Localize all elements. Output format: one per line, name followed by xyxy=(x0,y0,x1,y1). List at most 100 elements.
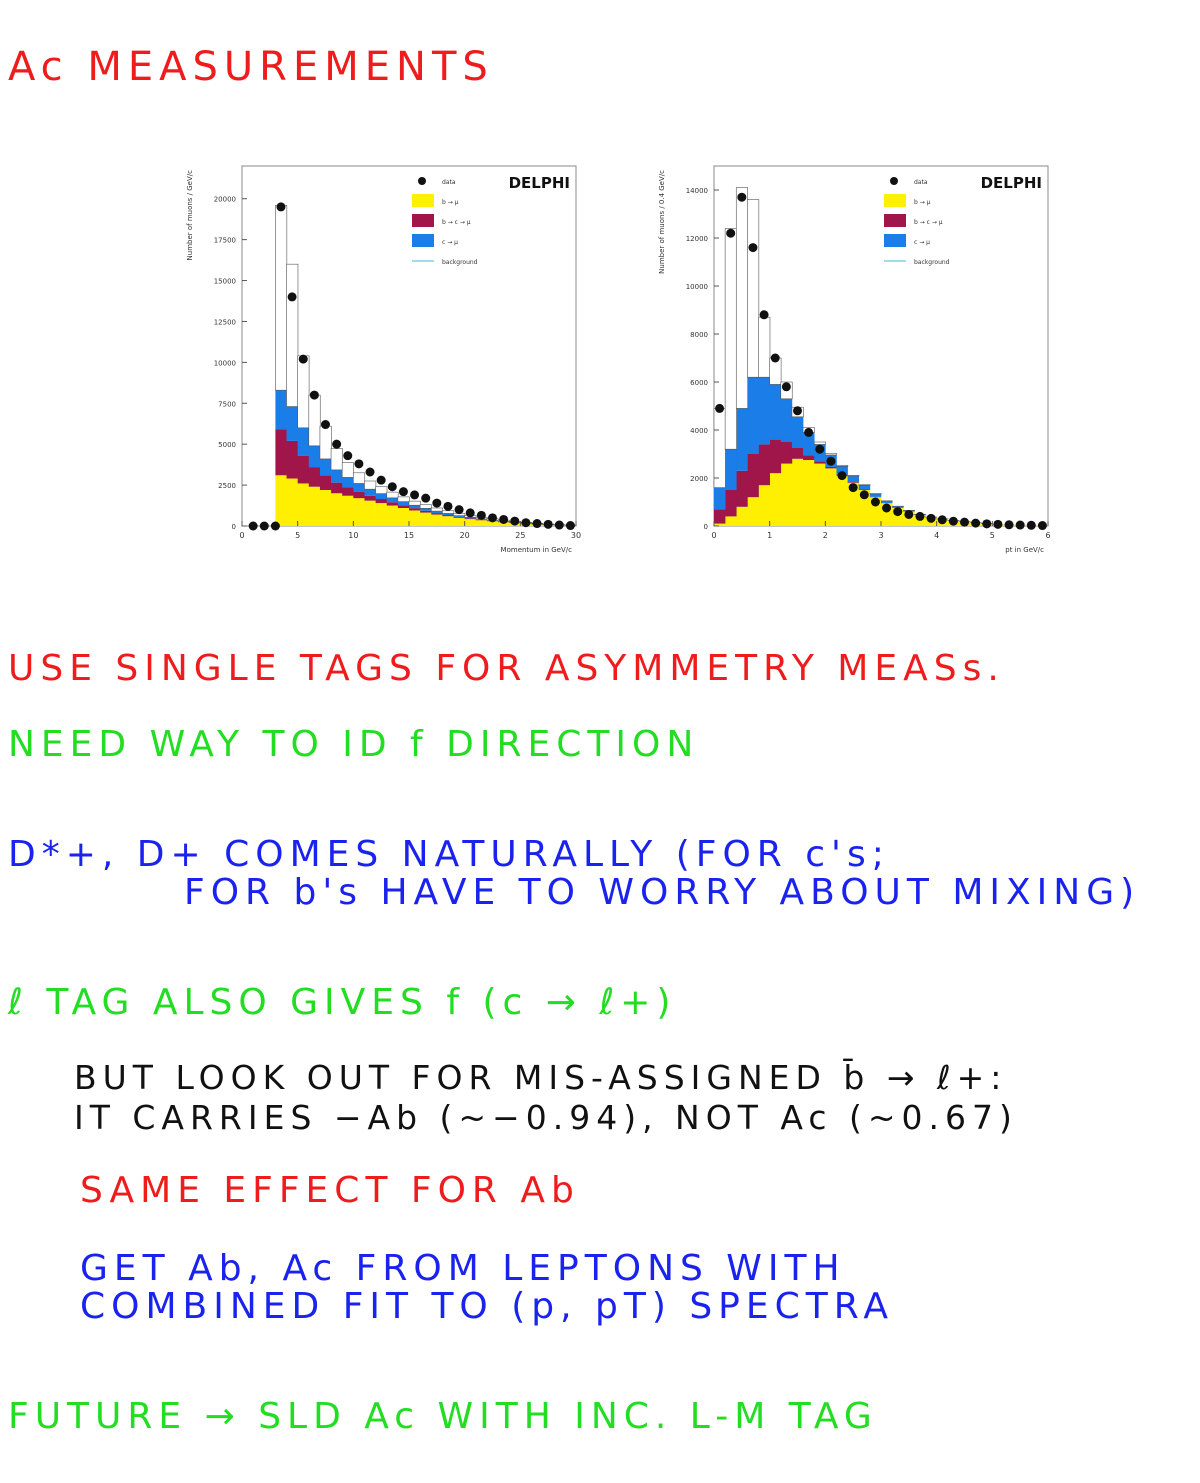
bar-background-11 xyxy=(397,496,410,502)
bar-background-1 xyxy=(724,228,737,450)
y-tick-label-1: 2500 xyxy=(218,482,236,490)
data-point-18 xyxy=(443,501,453,511)
data-point-5 xyxy=(770,353,780,363)
data-point-0 xyxy=(248,521,258,531)
bar-b-19 xyxy=(486,521,499,526)
bar-b-2 xyxy=(736,506,748,526)
bar-bc-6 xyxy=(780,442,793,464)
bar-c-6 xyxy=(342,477,354,488)
experiment-label: DELPHI xyxy=(509,174,570,192)
x-tick-label-5: 25 xyxy=(515,531,525,540)
data-point-29 xyxy=(565,521,575,531)
bar-c-5 xyxy=(331,469,343,483)
bar-background-14 xyxy=(430,507,443,512)
bar-c-2 xyxy=(736,408,748,471)
data-point-17 xyxy=(904,509,914,519)
y-tick-label-6: 12000 xyxy=(686,235,708,243)
note-same-effect: SAME EFFECT FOR Ab xyxy=(80,1170,580,1211)
x-tick-label-4: 20 xyxy=(460,531,470,540)
bar-bc-3 xyxy=(308,467,321,487)
data-point-18 xyxy=(915,511,925,521)
bar-b-4 xyxy=(758,485,770,526)
data-point-1 xyxy=(726,228,736,238)
chart-momentum-svg: 0 5 10 15 20 25 30 0 2500 5000 7500 10000 12500 15000… xyxy=(186,165,581,554)
bar-c-1 xyxy=(725,449,737,490)
data-point-28 xyxy=(1026,520,1036,530)
bar-c-14 xyxy=(431,511,443,514)
bar-b-15 xyxy=(442,516,454,526)
note-dstar: D*+, D+ COMES NATURALLY (FOR c's; xyxy=(8,834,890,875)
legend-label-4: background xyxy=(442,259,478,266)
y-tick-label-0: 0 xyxy=(232,523,236,531)
data-point-9 xyxy=(343,451,353,461)
bar-background-13 xyxy=(419,504,432,509)
data-point-8 xyxy=(804,427,814,437)
data-point-3 xyxy=(748,243,758,253)
bar-background-1 xyxy=(286,263,299,407)
bar-b-1 xyxy=(286,478,298,526)
bar-bc-10 xyxy=(386,502,399,506)
y-tick-label-0: 0 xyxy=(704,523,708,531)
bar-background-8 xyxy=(364,480,377,490)
bar-b-5 xyxy=(769,473,782,526)
data-point-19 xyxy=(926,513,936,523)
bar-bc-8 xyxy=(364,495,376,501)
bar-b-6 xyxy=(342,495,354,526)
bar-c-8 xyxy=(364,489,376,496)
data-point-27 xyxy=(1015,520,1025,530)
data-point-26 xyxy=(1004,520,1014,530)
data-point-6 xyxy=(309,390,319,400)
data-point-11 xyxy=(365,467,375,477)
bar-c-0 xyxy=(714,487,726,510)
bar-c-16 xyxy=(892,506,904,508)
bar-b-9 xyxy=(375,503,388,526)
legend-marker-3 xyxy=(412,234,434,247)
data-point-10 xyxy=(826,456,836,466)
data-point-8 xyxy=(332,439,342,449)
bar-bc-2 xyxy=(297,455,310,484)
x-tick-label-4: 4 xyxy=(934,531,939,540)
legend-marker-2 xyxy=(412,214,434,227)
bar-b-6 xyxy=(780,463,793,526)
bar-background-3 xyxy=(747,199,760,378)
y-tick-label-2: 4000 xyxy=(690,427,708,435)
x-tick-label-5: 5 xyxy=(990,531,995,540)
bar-b-11 xyxy=(836,475,848,526)
bar-bc-0 xyxy=(275,429,287,476)
data-point-22 xyxy=(960,517,969,527)
bar-c-6 xyxy=(780,398,793,442)
bar-bc-16 xyxy=(453,516,465,518)
data-point-20 xyxy=(465,508,475,518)
legend-label-0: data xyxy=(442,179,456,186)
bar-background-9 xyxy=(813,441,826,445)
bar-c-17 xyxy=(464,517,477,519)
y-tick-label-2: 5000 xyxy=(218,441,236,449)
bar-background-10 xyxy=(825,453,838,456)
data-point-28 xyxy=(554,520,564,530)
bar-c-13 xyxy=(420,508,432,511)
data-point-12 xyxy=(376,475,386,485)
bar-bc-5 xyxy=(769,439,782,474)
legend-marker-3 xyxy=(884,234,906,247)
bar-bc-14 xyxy=(431,513,443,515)
note-get-ab-ac: GET Ab, Ac FROM LEPTONS WITH xyxy=(80,1248,846,1289)
bar-b-7 xyxy=(353,498,365,526)
data-point-7 xyxy=(321,420,330,430)
bar-background-4 xyxy=(758,316,771,378)
y-tick-label-4: 10000 xyxy=(214,359,236,367)
bar-bc-2 xyxy=(736,470,748,507)
x-tick-label-2: 2 xyxy=(823,531,828,540)
legend-marker-1 xyxy=(412,194,434,207)
bar-bc-4 xyxy=(758,444,770,486)
note-combined-fit: COMBINED FIT TO (p, pT) SPECTRA xyxy=(80,1286,894,1327)
legend-label-3: c → μ xyxy=(442,239,458,246)
x-tick-label-3: 15 xyxy=(404,531,414,540)
x-axis-label: Momentum in GeV/c xyxy=(501,546,573,554)
bar-bc-18 xyxy=(475,519,488,521)
data-point-29 xyxy=(1037,521,1047,531)
bar-b-0 xyxy=(275,475,287,526)
bar-c-11 xyxy=(397,501,410,506)
data-point-2 xyxy=(737,192,747,202)
data-point-19 xyxy=(454,505,464,515)
bar-b-1 xyxy=(725,516,737,526)
